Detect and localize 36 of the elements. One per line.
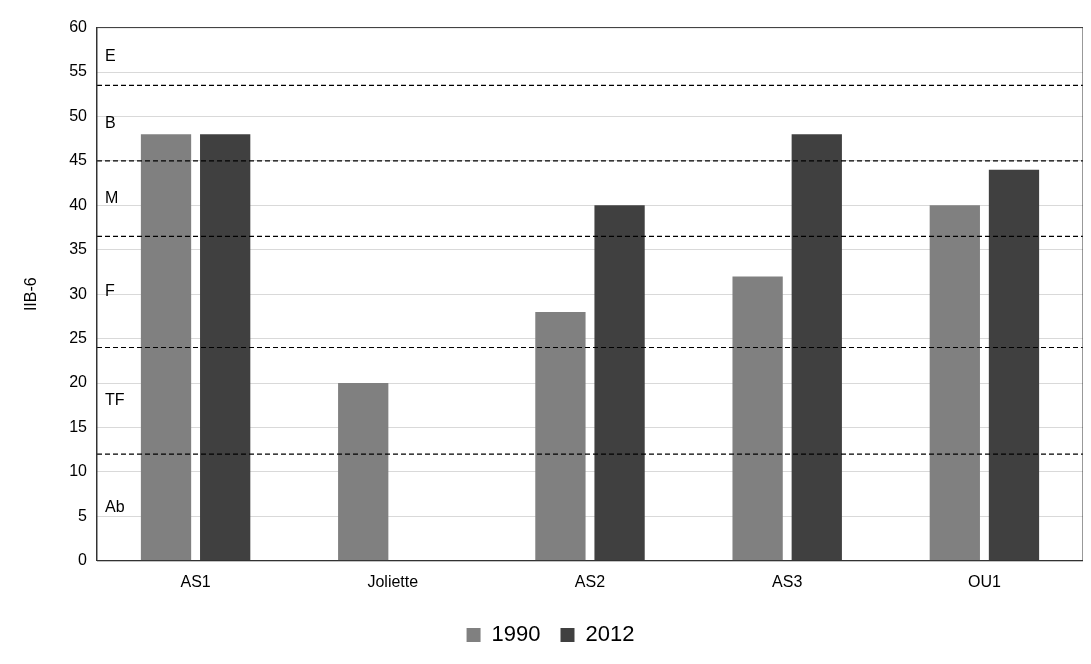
y-tick-label: 0 xyxy=(78,551,88,569)
bar xyxy=(929,205,980,561)
y-tick-label: 10 xyxy=(69,462,88,480)
annotation: B xyxy=(105,113,116,131)
y-tick-label: 50 xyxy=(69,106,88,124)
bar xyxy=(988,169,1040,561)
annotation: M xyxy=(105,189,119,207)
annotation: F xyxy=(105,282,115,300)
y-tick-label: 35 xyxy=(69,240,88,258)
x-tick-label: OU1 xyxy=(967,572,1001,590)
y-tick-label: 60 xyxy=(69,18,88,36)
bar xyxy=(338,383,389,561)
x-tick-label: AS3 xyxy=(772,572,803,590)
bar xyxy=(594,205,645,561)
annotation: TF xyxy=(105,391,125,409)
y-tick-label: 45 xyxy=(69,151,88,169)
annotation: Ab xyxy=(105,497,125,515)
bar xyxy=(791,134,842,561)
y-tick-label: 15 xyxy=(69,417,88,435)
x-tick-label: AS1 xyxy=(180,572,211,590)
y-tick-label: 20 xyxy=(69,373,88,391)
y-axis-title: IIB-6 xyxy=(22,277,40,312)
bar xyxy=(200,134,251,561)
legend-label: 2012 xyxy=(585,621,635,647)
y-tick-label: 30 xyxy=(69,284,88,302)
legend-label: 1990 xyxy=(491,621,541,647)
annotation: E xyxy=(105,46,116,64)
bar xyxy=(140,134,192,561)
bar xyxy=(732,276,783,561)
bar xyxy=(535,311,586,561)
y-tick-label: 55 xyxy=(69,62,88,80)
x-tick-label: Joliette xyxy=(367,572,419,590)
y-tick-label: 40 xyxy=(69,195,88,213)
y-tick-label: 25 xyxy=(69,329,88,347)
y-tick-label: 5 xyxy=(78,506,88,524)
x-tick-label: AS2 xyxy=(574,572,606,590)
